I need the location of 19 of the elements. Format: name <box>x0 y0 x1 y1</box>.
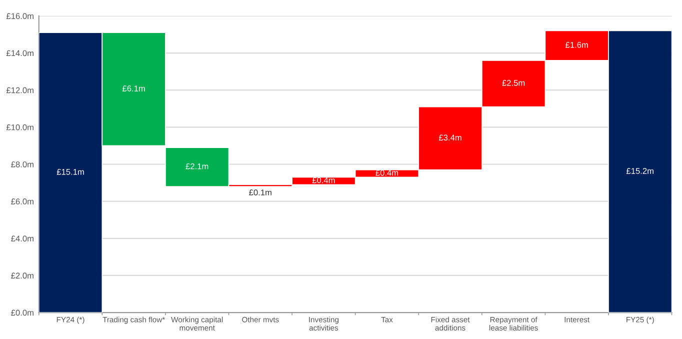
data-label: £0.1m <box>249 189 272 196</box>
data-label: £1.6m <box>565 42 588 48</box>
y-tick-label: £12.0m <box>6 87 34 94</box>
y-tick-label: £8.0m <box>11 161 34 168</box>
y-tick-label: £2.0m <box>11 272 34 279</box>
y-tick-label: £6.0m <box>11 198 34 204</box>
data-label: £2.1m <box>186 163 208 170</box>
data-label: £15.1m <box>56 168 84 175</box>
data-label: £3.4m <box>438 134 462 141</box>
y-tick-label: £10.0m <box>6 124 34 130</box>
data-label: £0.4m <box>312 177 335 184</box>
y-tick-label: £4.0m <box>11 236 34 242</box>
y-tick-label: £0.0m <box>11 310 34 316</box>
data-label: £6.1m <box>122 86 145 92</box>
data-label: £0.4m <box>376 170 398 176</box>
y-tick-label: £16.0m <box>6 13 34 20</box>
data-label: £15.2m <box>626 168 654 174</box>
data-label: £2.5m <box>502 80 525 86</box>
y-tick-label: £14.0m <box>6 50 34 56</box>
